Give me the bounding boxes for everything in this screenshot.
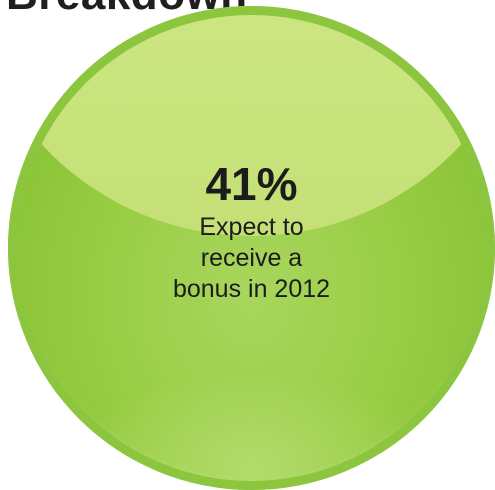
stat-circle	[8, 6, 495, 490]
stat-text-block: 41% Expect to receive a bonus in 2012	[8, 156, 495, 305]
stat-caption-line-2: receive a	[200, 244, 303, 272]
circle-bottom-glow	[68, 370, 435, 490]
stat-percentage: 41%	[205, 158, 298, 210]
stat-caption-line-3: bonus in 2012	[172, 275, 331, 303]
stat-caption-line-1: Expect to	[199, 213, 304, 241]
